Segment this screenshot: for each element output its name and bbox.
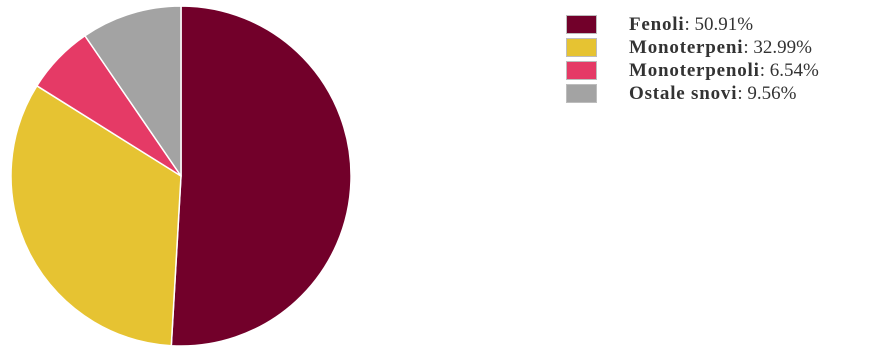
legend-item-monoterpeni: Monoterpeni: 32.99% (566, 36, 896, 59)
legend-label-monoterpenoli: Monoterpenoli (629, 60, 760, 81)
pie-slice-monoterpeni (10, 85, 182, 346)
legend-text-fenoli: Fenoli: 50.91% (629, 14, 754, 35)
legend-label-fenoli: Fenoli (629, 14, 685, 35)
legend-swatch-fenoli (566, 15, 597, 34)
legend-swatch-monoterpenoli (566, 61, 597, 80)
legend-text-monoterpenoli: Monoterpenoli: 6.54% (629, 60, 819, 81)
legend-item-monoterpenoli: Monoterpenoli: 6.54% (566, 59, 896, 82)
legend-item-fenoli: Fenoli: 50.91% (566, 13, 896, 36)
legend-value-monoterpeni: 32.99% (753, 37, 812, 58)
legend-value-monoterpenoli: 6.54% (769, 60, 819, 81)
pie-slice-fenoli (170, 5, 352, 346)
chart-legend: Fenoli: 50.91% Monoterpeni: 32.99% Monot… (566, 13, 896, 105)
legend-swatch-ostale-snovi (566, 84, 597, 103)
pie-slice-ostale-snovi (84, 5, 182, 177)
legend-label-ostale-snovi: Ostale snovi (629, 83, 738, 104)
legend-item-ostale-snovi: Ostale snovi: 9.56% (566, 82, 896, 105)
legend-value-ostale-snovi: 9.56% (747, 83, 797, 104)
legend-text-ostale-snovi: Ostale snovi: 9.56% (629, 83, 797, 104)
legend-text-monoterpeni: Monoterpeni: 32.99% (629, 37, 812, 58)
legend-swatch-monoterpeni (566, 38, 597, 57)
legend-label-monoterpeni: Monoterpeni (629, 37, 744, 58)
legend-value-fenoli: 50.91% (694, 14, 754, 35)
